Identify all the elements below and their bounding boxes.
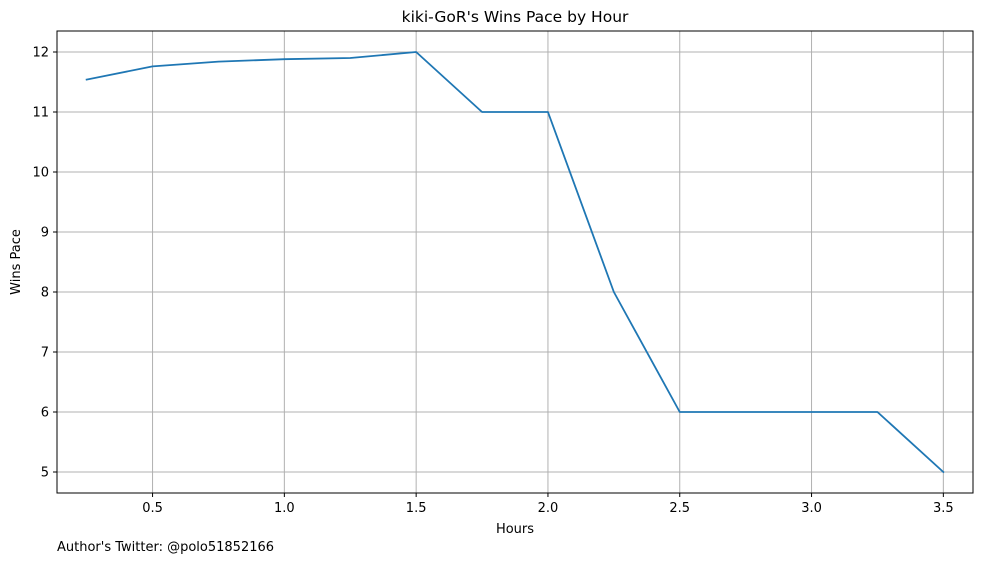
- plot-frame: [56, 30, 974, 494]
- y-tick-label: 7: [41, 346, 49, 361]
- y-tick-label: 5: [41, 466, 49, 481]
- author-footnote: Author's Twitter: @polo51852166: [57, 540, 274, 555]
- y-tick-label: 10: [32, 166, 49, 181]
- series-line-0: [85, 51, 945, 474]
- x-tick-label: 2.5: [669, 501, 690, 516]
- x-tick-label: 1.0: [274, 501, 295, 516]
- y-tick-label: 9: [41, 226, 49, 241]
- ticks: 0.5 1.0 1.5 2.0 2.5 3.0 3.5 5 6 7 8 9 10 11 12: [32, 46, 953, 517]
- y-tick-label: 6: [41, 406, 49, 421]
- x-axis-label: Hours: [496, 522, 534, 537]
- x-tick-label: 3.5: [933, 501, 954, 516]
- x-tick-label: 2.0: [538, 501, 559, 516]
- y-axis-label: Wins Pace: [9, 229, 24, 295]
- x-tick-label: 1.5: [406, 501, 427, 516]
- x-tick-label: 0.5: [142, 501, 163, 516]
- chart-title: kiki-GoR's Wins Pace by Hour: [402, 8, 629, 26]
- y-tick-label: 11: [32, 106, 49, 121]
- x-tick-label: 3.0: [801, 501, 822, 516]
- y-tick-label: 8: [41, 286, 49, 301]
- series-layer: [85, 51, 945, 474]
- y-tick-label: 12: [32, 46, 49, 61]
